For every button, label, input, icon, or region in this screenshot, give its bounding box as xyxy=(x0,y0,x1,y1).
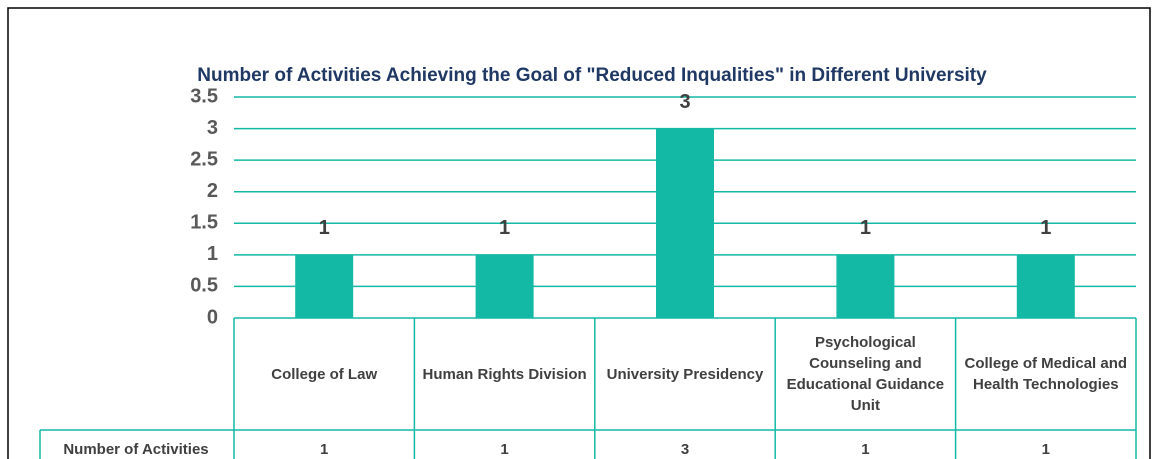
table-value: 1 xyxy=(320,441,328,458)
x-category-cell: College of Medical and Health Technologi… xyxy=(964,355,1128,393)
data-label: 1 xyxy=(319,217,330,239)
x-tick-label: Human Rights Division xyxy=(422,365,587,383)
y-tick-label: 1 xyxy=(207,243,218,265)
bar xyxy=(1016,254,1075,318)
table-value: 1 xyxy=(1042,441,1050,458)
x-category-cell: Psychological Counseling and Educational… xyxy=(786,334,945,414)
table-value: 1 xyxy=(861,441,869,458)
y-tick-label: 0.5 xyxy=(190,275,218,297)
bar xyxy=(836,254,895,318)
table-row-header: Number of Activities xyxy=(63,441,208,458)
data-label: 1 xyxy=(860,217,871,239)
bar xyxy=(656,128,714,318)
x-tick-label: Psychological Counseling and Educational… xyxy=(786,334,945,414)
x-tick-label: College of Medical and Health Technologi… xyxy=(964,355,1128,393)
y-tick-label: 3 xyxy=(207,117,218,139)
y-tick-label: 2.5 xyxy=(190,148,218,170)
chart-border xyxy=(7,7,1151,459)
bar xyxy=(475,254,534,318)
y-tick-label: 1.5 xyxy=(190,212,218,234)
x-category-cell: University Presidency xyxy=(606,365,764,383)
bar xyxy=(295,254,354,318)
x-tick-label: University Presidency xyxy=(606,365,764,383)
x-tick-label: College of Law xyxy=(271,365,378,383)
y-tick-label: 0 xyxy=(207,306,218,328)
chart-title: Number of Activities Achieving the Goal … xyxy=(197,65,987,86)
x-category-cell: College of Law xyxy=(271,365,378,383)
data-label: 1 xyxy=(1040,217,1051,239)
y-tick-label: 3.5 xyxy=(190,85,218,107)
data-label: 1 xyxy=(499,217,510,239)
y-tick-label: 2 xyxy=(207,180,218,202)
data-label: 3 xyxy=(679,91,690,113)
table-value: 1 xyxy=(500,441,508,458)
table-value: 3 xyxy=(681,441,689,458)
x-category-cell: Human Rights Division xyxy=(422,365,587,383)
